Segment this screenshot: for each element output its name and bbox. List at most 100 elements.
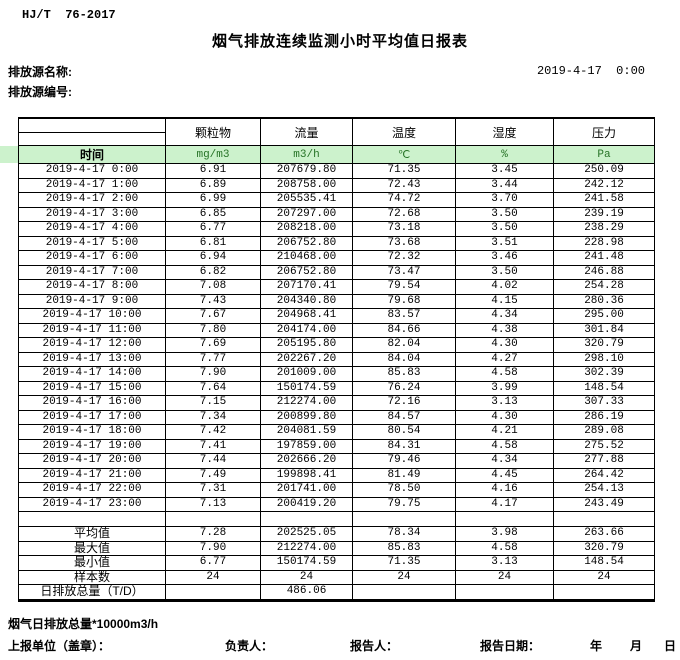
empty-cell [165,511,261,527]
value-cell: 204174.00 [260,322,353,338]
value-cell: 73.47 [352,264,456,280]
time-cell: 2019-4-17 12:00 [18,337,166,353]
col-header-temperature: 温度 [352,117,456,146]
table-row: 2019-4-17 4:00 6.77 208218.00 73.18 3.50 238.… [18,221,655,237]
value-cell: 4.21 [455,424,554,440]
unit-celsius: ℃ [352,145,456,164]
table-row: 2019-4-17 10:00 7.67 204968.41 83.57 4.34 295… [18,308,655,324]
value-cell: 242.12 [553,177,655,193]
col-header-humidity: 湿度 [455,117,554,146]
col-header-flow: 流量 [260,117,353,146]
summary-label: 样本数 [18,569,166,586]
time-cell: 2019-4-17 2:00 [18,192,166,208]
value-cell: 286.19 [553,409,655,425]
summary-value-cell: 150174.59 [260,555,353,571]
value-cell: 6.81 [165,235,261,251]
value-cell: 301.84 [553,322,655,338]
table-row: 2019-4-17 9:00 7.43 204340.80 79.68 4.15 280.… [18,293,655,309]
value-cell: 73.68 [352,235,456,251]
time-cell: 2019-4-17 20:00 [18,453,166,469]
value-cell: 73.18 [352,221,456,237]
time-cell: 2019-4-17 17:00 [18,409,166,425]
value-cell: 150174.59 [260,380,353,396]
table-row: 2019-4-17 12:00 7.69 205195.80 82.04 4.30 320… [18,337,655,353]
value-cell: 7.69 [165,337,261,353]
col-header-particulate: 颗粒物 [165,117,261,146]
table-row: 2019-4-17 14:00 7.90 201009.00 85.83 4.58 302… [18,366,655,382]
value-cell: 72.43 [352,177,456,193]
summary-label: 日排放总量（T/D） [18,584,166,601]
value-cell: 6.94 [165,250,261,266]
table-row: 2019-4-17 3:00 6.85 207297.00 72.68 3.50 239.… [18,206,655,222]
value-cell: 148.54 [553,380,655,396]
summary-row: 日排放总量（T/D） 486.06 [18,584,655,601]
table-row: 2019-4-17 15:00 7.64 150174.59 76.24 3.99 148… [18,380,655,396]
summary-value-cell: 212274.00 [260,540,353,557]
value-cell: 197859.00 [260,438,353,454]
summary-value-cell: 85.83 [352,540,456,557]
time-cell: 2019-4-17 3:00 [18,206,166,222]
value-cell: 76.24 [352,380,456,396]
value-cell: 241.58 [553,192,655,208]
value-cell: 7.15 [165,395,261,411]
value-cell: 202267.20 [260,351,353,367]
summary-row: 样本数 24 24 24 24 24 [18,569,655,586]
value-cell: 208218.00 [260,221,353,237]
value-cell: 212274.00 [260,395,353,411]
value-cell: 4.58 [455,438,554,454]
value-cell: 201009.00 [260,366,353,382]
time-row-left-strip [0,146,20,163]
page-title: 烟气排放连续监测小时平均值日报表 [211,33,468,50]
table-row: 2019-4-17 6:00 6.94 210468.00 72.32 3.46 241.… [18,250,655,266]
value-cell: 7.08 [165,279,261,295]
value-cell: 3.44 [455,177,554,193]
summary-value-cell [553,584,655,601]
summary-value-cell [455,584,554,601]
summary-value-cell: 78.34 [352,526,456,542]
value-cell: 204081.59 [260,424,353,440]
table-row: 2019-4-17 11:00 7.80 204174.00 84.66 4.38 301… [18,322,655,338]
value-cell: 207170.41 [260,279,353,295]
summary-label: 最小值 [18,555,166,571]
corner-cell-bottom [18,131,166,146]
day-label: 日 [664,639,677,653]
time-cell: 2019-4-17 5:00 [18,235,166,251]
summary-value-cell: 24 [352,569,456,586]
value-cell: 6.85 [165,206,261,222]
value-cell: 208758.00 [260,177,353,193]
value-cell: 204968.41 [260,308,353,324]
value-cell: 4.16 [455,482,554,498]
summary-value-cell: 24 [455,569,554,586]
value-cell: 6.82 [165,264,261,280]
table-row: 2019-4-17 5:00 6.81 206752.80 73.68 3.51 228.… [18,235,655,251]
value-cell: 72.16 [352,395,456,411]
table-row: 2019-4-17 2:00 6.99 205535.41 74.72 3.70 241.… [18,192,655,208]
value-cell: 250.09 [553,163,655,179]
value-cell: 7.43 [165,293,261,309]
value-cell: 81.49 [352,467,456,483]
empty-cell [260,511,353,527]
time-cell: 2019-4-17 8:00 [18,279,166,295]
value-cell: 238.29 [553,221,655,237]
value-cell: 6.77 [165,221,261,237]
summary-label: 最大值 [18,540,166,557]
value-cell: 3.51 [455,235,554,251]
time-header: 时间 [18,145,166,164]
value-cell: 204340.80 [260,293,353,309]
table-row: 2019-4-17 19:00 7.41 197859.00 84.31 4.58 275… [18,438,655,454]
value-cell: 84.31 [352,438,456,454]
empty-cell [553,511,655,527]
summary-row: 最小值 6.77 150174.59 71.35 3.13 148.54 [18,555,655,571]
value-cell: 7.34 [165,409,261,425]
time-cell: 2019-4-17 7:00 [18,264,166,280]
time-cell: 2019-4-17 14:00 [18,366,166,382]
time-cell: 2019-4-17 10:00 [18,308,166,324]
month-label: 月 [630,639,643,653]
summary-value-cell: 320.79 [553,540,655,557]
value-cell: 239.19 [553,206,655,222]
value-cell: 295.00 [553,308,655,324]
value-cell: 4.34 [455,453,554,469]
value-cell: 4.45 [455,467,554,483]
value-cell: 4.58 [455,366,554,382]
unit-pa: Pa [553,145,655,164]
